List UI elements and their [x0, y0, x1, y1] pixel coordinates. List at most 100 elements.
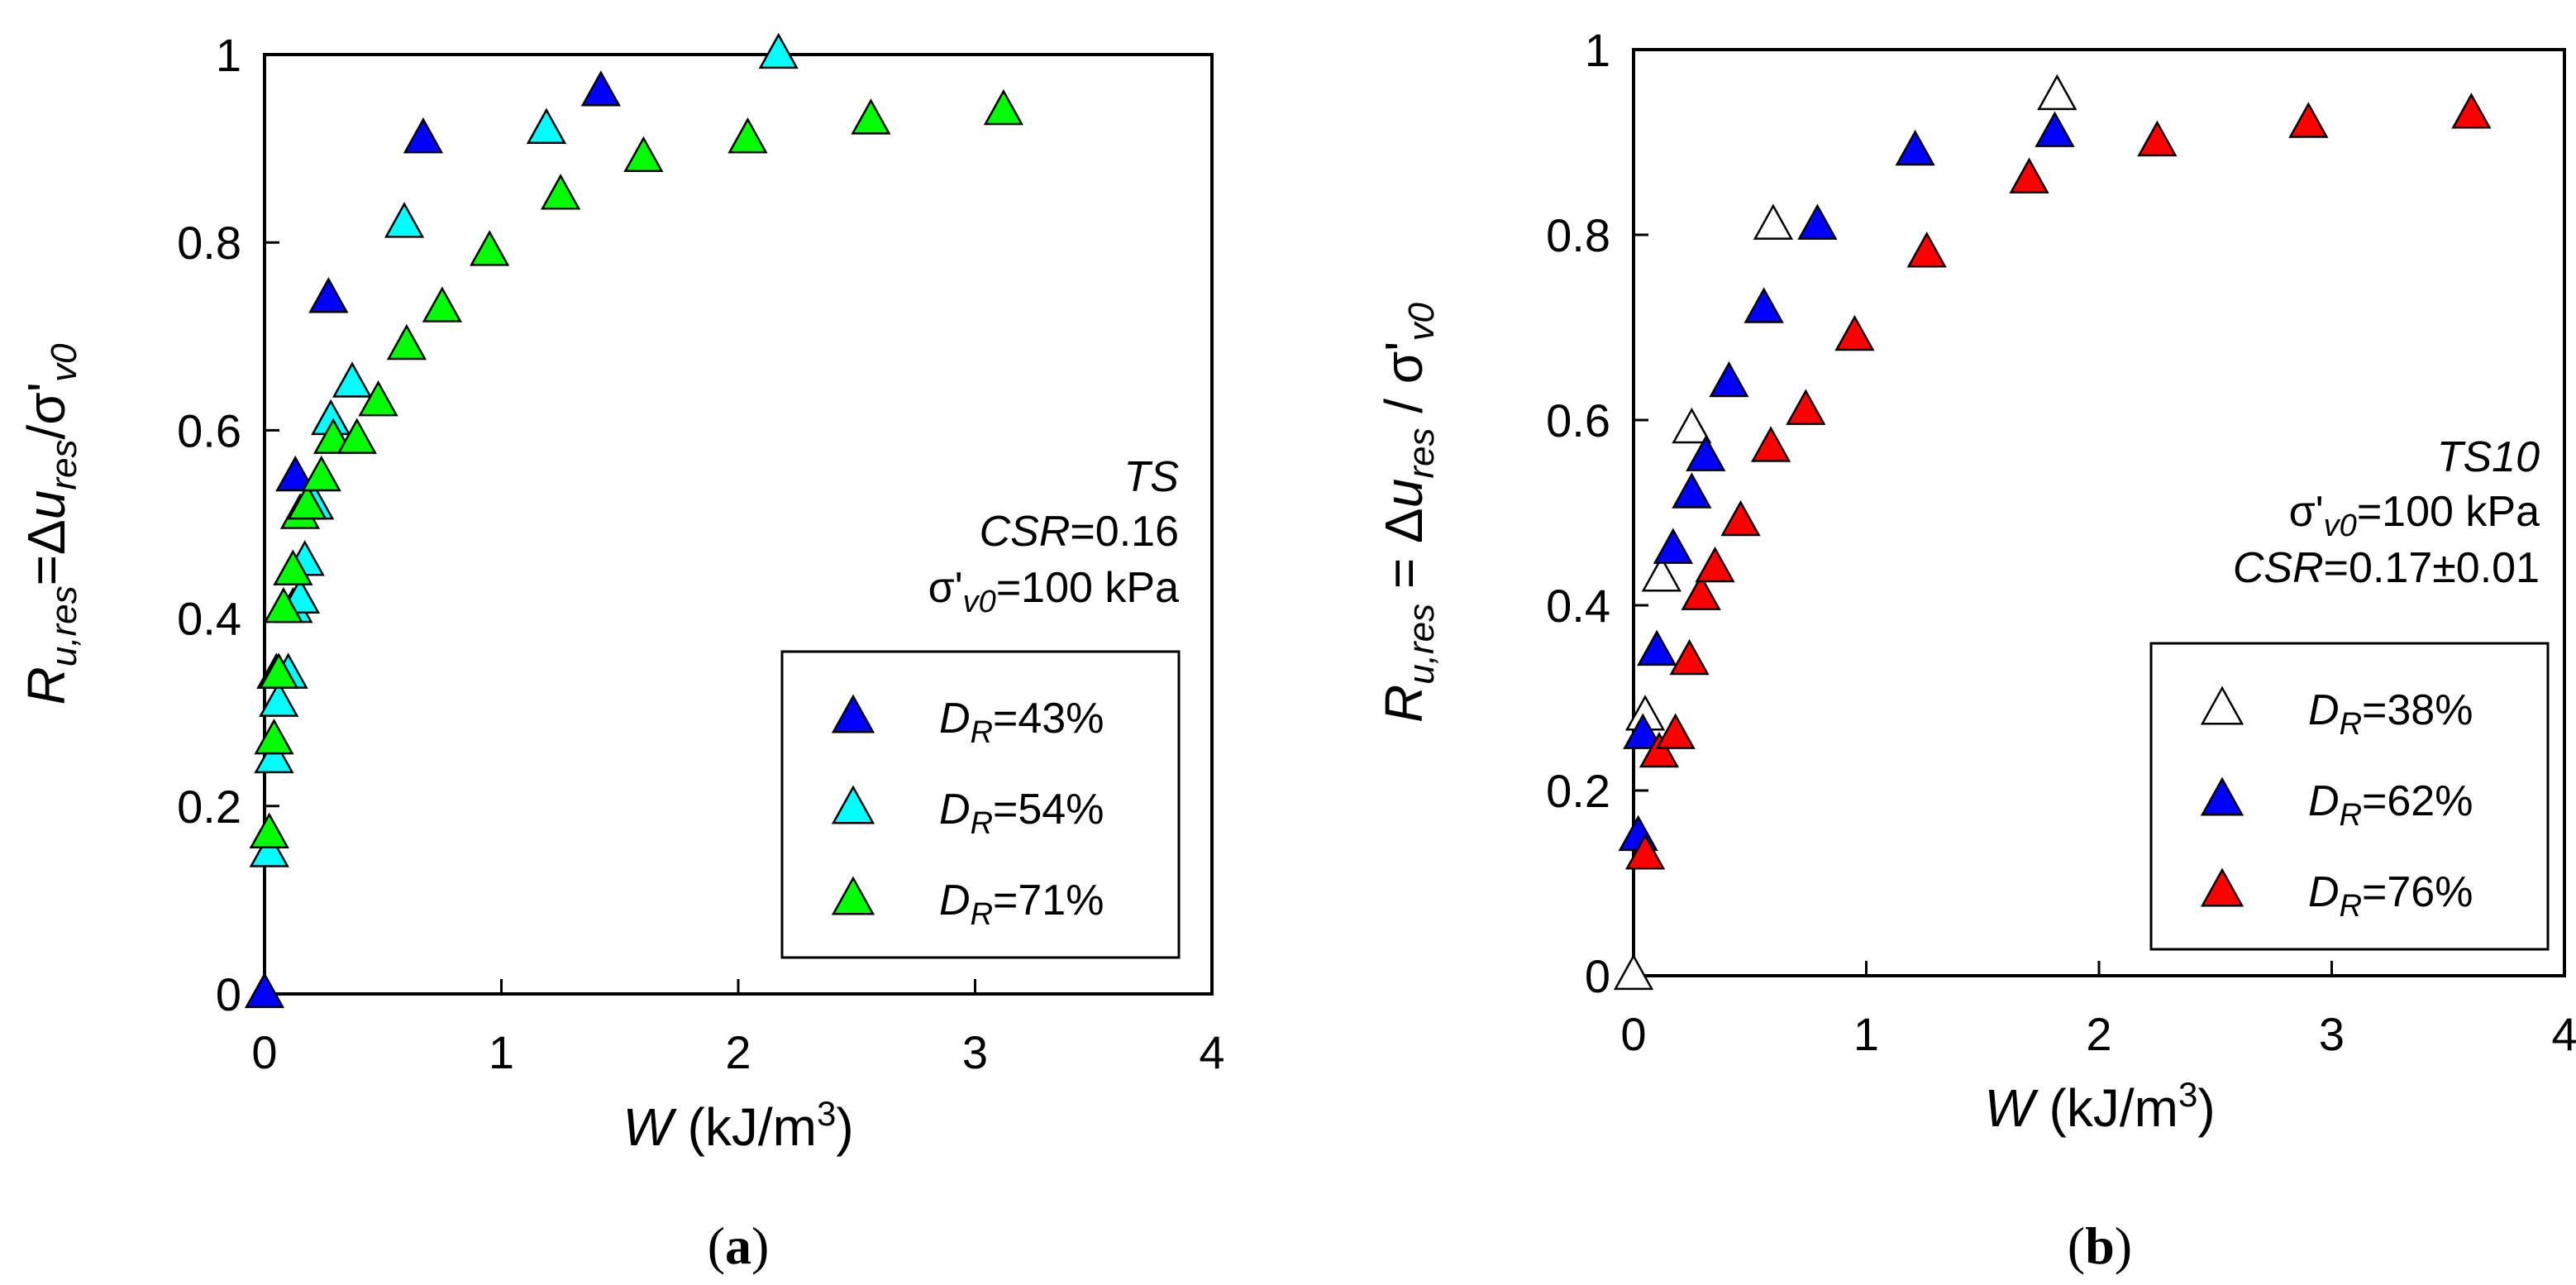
legend-marker — [831, 694, 875, 733]
data-point — [308, 277, 349, 313]
data-point — [580, 70, 621, 107]
annotation-stress-a: σ'v0=100 kPa — [928, 564, 1179, 619]
data-point — [301, 455, 341, 492]
data-point — [1834, 314, 1875, 351]
legend-marker — [2200, 685, 2244, 725]
legend-marker — [831, 876, 875, 915]
data-point — [422, 286, 462, 322]
legend-label: DR=76% — [2308, 868, 2473, 924]
data-point — [1744, 287, 1784, 323]
x-tick-label: 4 — [2551, 1008, 2576, 1060]
x-tick-label: 1 — [489, 1026, 514, 1078]
data-point — [1786, 389, 1826, 425]
y-tick-label: 0.6 — [1546, 394, 1610, 447]
legend-marker — [2200, 776, 2244, 816]
legend-label: DR=38% — [2308, 686, 2473, 742]
panel-a: 0 1 2 3 4 0 0.2 0.4 0.6 0.8 1 Ru,res=Δures/σ'v0 W … — [17, 29, 1225, 1275]
data-point — [1797, 203, 1838, 240]
data-point — [2288, 102, 2329, 138]
data-point — [249, 831, 289, 867]
caption-b: (b) — [2068, 1216, 2132, 1275]
legend-label: DR=43% — [939, 695, 1104, 750]
data-point — [386, 323, 427, 361]
data-point — [254, 737, 294, 774]
x-tick-label: 0 — [1620, 1008, 1646, 1060]
y-tick-label: 1 — [1585, 24, 1610, 76]
points-b — [1613, 74, 2492, 991]
data-point — [1623, 713, 1663, 749]
data-point — [1613, 953, 1654, 991]
data-point — [259, 681, 299, 717]
x-tick-label: 4 — [1199, 1026, 1224, 1078]
x-tick-label: 1 — [1853, 1008, 1879, 1060]
data-point — [2035, 111, 2075, 147]
data-point — [263, 586, 304, 623]
data-point — [1906, 232, 1947, 268]
data-point — [1681, 574, 1721, 610]
data-point — [1624, 834, 1666, 870]
y-axis-label-a: Ru,res=Δures/σ'v0 — [17, 343, 84, 705]
data-point — [851, 98, 891, 135]
data-point — [1750, 426, 1791, 462]
data-point — [1695, 546, 1735, 583]
data-point — [254, 718, 294, 755]
data-point — [1895, 129, 1935, 166]
data-point — [273, 549, 313, 585]
annotation-csr-b: CSR=0.17±0.01 — [2233, 544, 2540, 592]
legend-a: DR=43% DR=54% DR=71% — [780, 650, 1181, 959]
legend-label: DR=62% — [2308, 777, 2473, 833]
x-tick-label: 3 — [962, 1026, 988, 1078]
data-point — [384, 202, 425, 238]
data-point — [1720, 499, 1761, 537]
y-tick-label: 0 — [216, 968, 241, 1020]
data-point — [249, 812, 289, 848]
data-point — [470, 230, 510, 266]
data-point — [526, 107, 567, 144]
data-point — [336, 418, 377, 454]
annotation-csr-a: CSR=0.16 — [980, 508, 1179, 556]
data-point — [1655, 713, 1696, 749]
points-a — [244, 32, 1024, 1009]
data-point — [403, 117, 444, 154]
data-point — [1709, 361, 1749, 398]
y-tick-label: 0.4 — [177, 593, 241, 645]
annotation-stress-b: σ'v0=100 kPa — [2289, 488, 2540, 543]
y-tick-label: 0.6 — [177, 404, 241, 456]
data-point — [287, 483, 327, 520]
y-tick-label: 0 — [1585, 950, 1610, 1002]
legend-b: DR=38% DR=62% DR=76% — [2149, 642, 2550, 951]
data-point — [1686, 435, 1726, 471]
data-point — [332, 361, 373, 398]
data-point — [358, 380, 398, 417]
ticks-b: 0 1 2 3 4 0 0.2 0.4 0.6 0.8 1 — [1546, 24, 2576, 1060]
annotation-test-name-a: TS — [1124, 453, 1180, 501]
data-point — [2037, 74, 2077, 111]
data-point — [1669, 638, 1710, 676]
data-point — [623, 136, 664, 173]
data-point — [1753, 203, 1794, 240]
y-axis-label-b: Ru,res = Δures / σ'v0 — [1374, 302, 1442, 723]
data-point — [1637, 629, 1677, 666]
x-axis-label-a: W (kJ/m3) — [623, 1094, 853, 1157]
legend-marker — [831, 785, 875, 824]
panel-b: 0 1 2 3 4 0 0.2 0.4 0.6 0.8 1 Ru,res = Δures / σ'v… — [1374, 24, 2576, 1275]
y-tick-label: 0.2 — [177, 781, 241, 833]
data-point — [758, 32, 799, 69]
data-point — [244, 972, 285, 1009]
data-point — [259, 652, 299, 689]
x-tick-label: 3 — [2319, 1008, 2345, 1060]
data-point — [1653, 528, 1693, 564]
data-point — [983, 88, 1024, 126]
data-point — [2137, 120, 2178, 157]
legend-marker — [2200, 867, 2244, 907]
y-tick-label: 0.4 — [1546, 580, 1610, 632]
ticks-a: 0 1 2 3 4 0 0.2 0.4 0.6 0.8 1 — [177, 29, 1224, 1078]
annotation-test-name-b: TS10 — [2437, 433, 2540, 481]
data-point — [1639, 731, 1680, 768]
data-point — [275, 455, 316, 492]
x-tick-label: 2 — [2086, 1008, 2111, 1060]
x-tick-label: 0 — [251, 1026, 277, 1078]
legend-label: DR=71% — [939, 877, 1104, 932]
y-tick-label: 0.8 — [177, 217, 241, 269]
